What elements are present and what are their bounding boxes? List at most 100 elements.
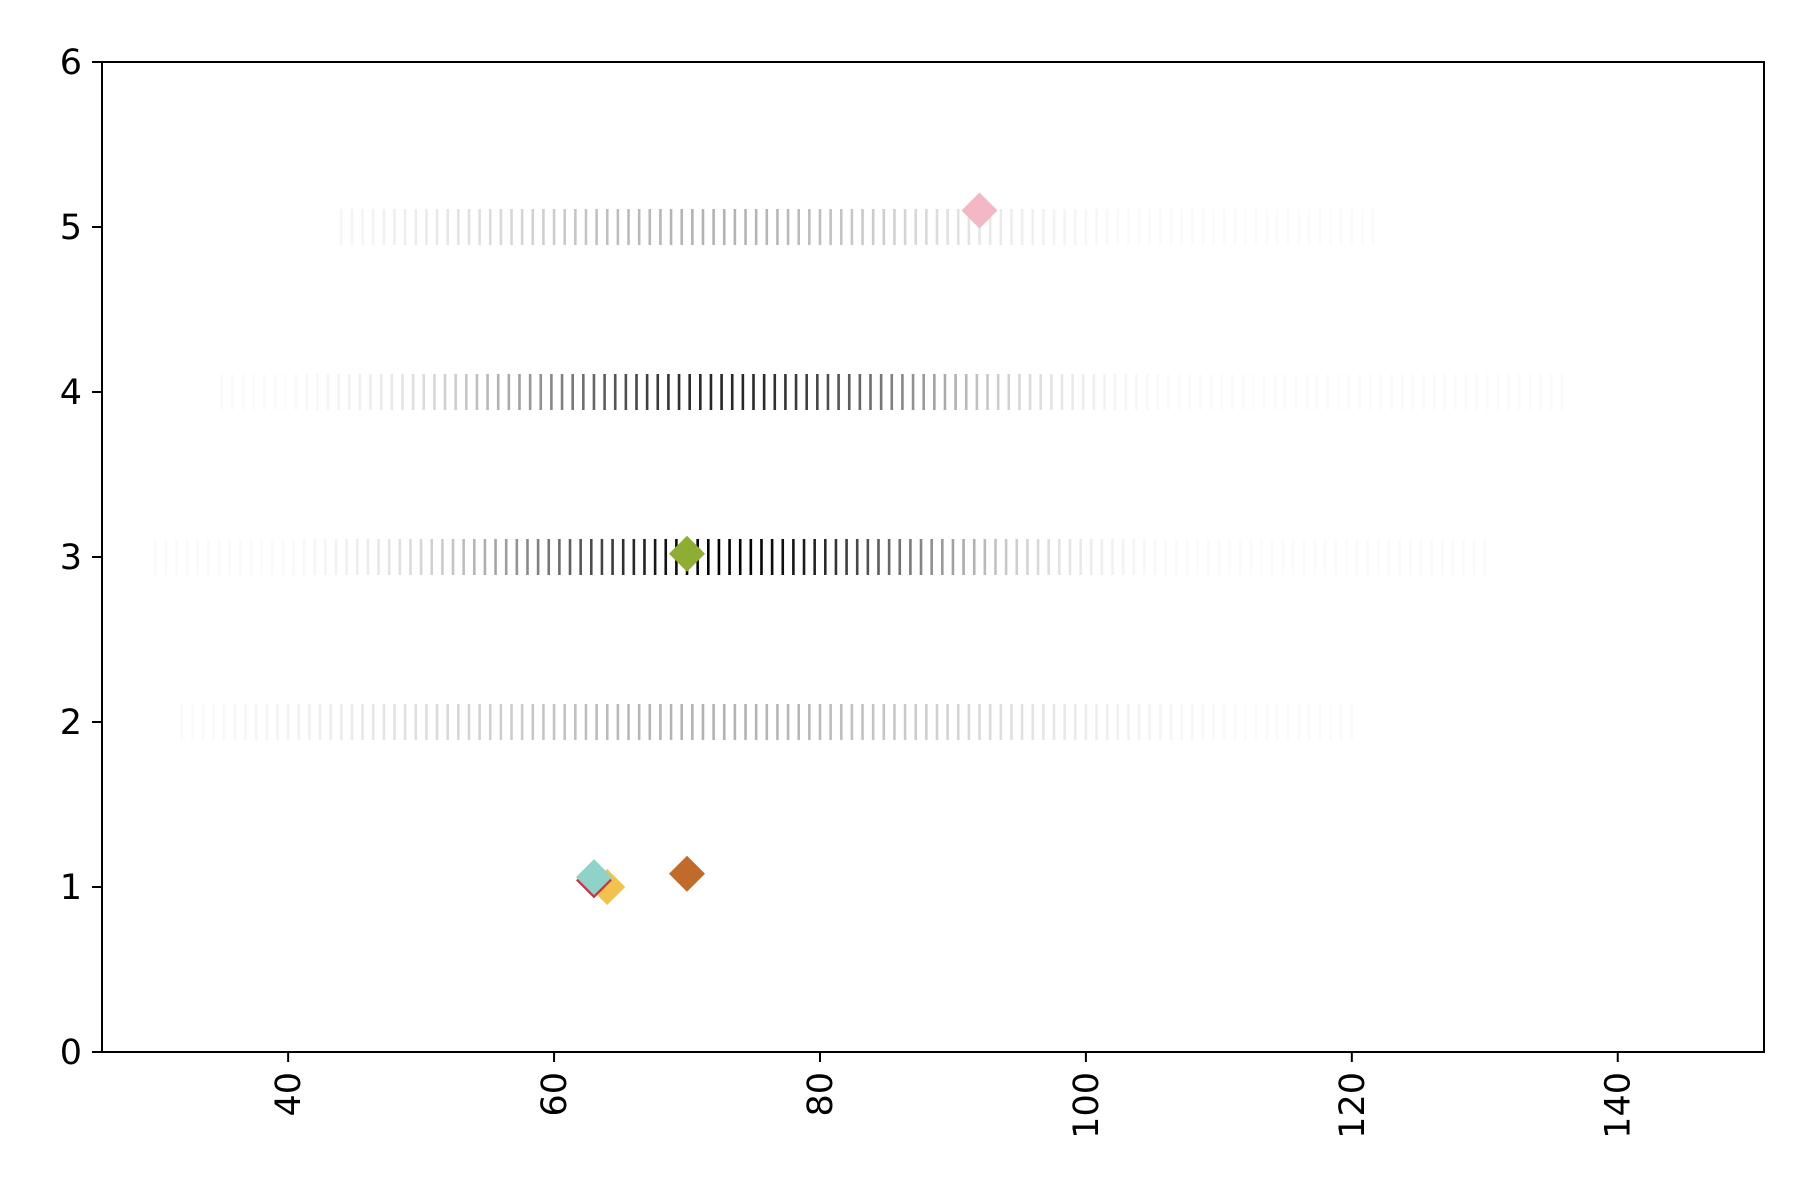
background-mark: [901, 374, 904, 410]
background-mark: [292, 539, 295, 575]
background-mark: [712, 209, 715, 245]
background-mark: [486, 374, 489, 410]
background-mark: [1401, 374, 1404, 410]
background-mark: [879, 374, 883, 410]
background-mark: [1191, 704, 1194, 740]
background-mark: [263, 374, 266, 410]
background-mark: [318, 704, 322, 740]
background-mark: [1159, 704, 1162, 740]
background-mark: [637, 704, 641, 740]
background-mark: [305, 374, 308, 410]
background-mark: [850, 209, 854, 245]
background-mark: [1430, 539, 1433, 575]
background-mark: [1135, 374, 1138, 410]
background-mark: [1372, 209, 1375, 245]
background-mark: [574, 209, 577, 245]
background-mark: [637, 209, 641, 245]
background-mark: [1106, 209, 1109, 245]
background-mark: [1132, 539, 1135, 575]
background-mark: [472, 539, 476, 575]
background-mark: [1361, 209, 1364, 245]
background-mark: [627, 704, 630, 740]
background-mark: [1255, 704, 1258, 740]
background-mark: [808, 704, 811, 740]
background-mark: [329, 704, 332, 740]
background-mark: [536, 539, 540, 575]
background-mark: [730, 374, 734, 410]
background-mark: [1050, 374, 1053, 410]
y-tick-label: 3: [60, 538, 82, 578]
background-mark: [762, 374, 766, 410]
background-mark: [1292, 539, 1295, 575]
background-mark: [550, 374, 553, 410]
background-mark: [691, 704, 694, 740]
background-mark: [1199, 374, 1202, 410]
background-mark: [510, 209, 513, 245]
background-mark: [1390, 374, 1393, 410]
background-mark: [877, 539, 880, 575]
y-tick-label: 5: [60, 208, 82, 248]
background-mark: [1068, 539, 1072, 575]
background-mark: [855, 539, 859, 575]
background-mark: [1105, 704, 1109, 740]
background-mark: [531, 209, 535, 245]
background-mark: [1146, 374, 1149, 410]
background-mark: [1095, 704, 1098, 740]
background-mark: [839, 209, 843, 245]
background-mark: [1486, 374, 1489, 410]
background-mark: [462, 539, 465, 575]
background-mark: [379, 374, 383, 410]
background-mark: [284, 374, 287, 410]
background-mark: [707, 539, 710, 575]
background-mark: [430, 539, 434, 575]
background-mark: [858, 374, 862, 410]
background-mark: [1473, 539, 1476, 575]
background-mark: [207, 539, 210, 575]
background-mark: [250, 539, 253, 575]
background-mark: [680, 704, 684, 740]
background-mark: [999, 209, 1003, 245]
background-mark: [1180, 704, 1183, 740]
background-mark: [1297, 704, 1300, 740]
background-density-layer: [196, 209, 1542, 740]
background-mark: [361, 209, 364, 245]
background-mark: [752, 374, 755, 410]
background-mark: [635, 374, 638, 410]
background-mark: [624, 374, 628, 410]
background-mark: [914, 704, 918, 740]
background-mark: [1483, 539, 1486, 575]
background-mark: [196, 539, 199, 575]
background-mark: [909, 539, 912, 575]
background-mark: [760, 539, 763, 575]
background-mark: [1103, 374, 1106, 410]
background-mark: [1539, 374, 1542, 410]
data-point-6: [961, 192, 998, 229]
background-mark: [816, 374, 819, 410]
background-mark: [996, 374, 1000, 410]
background-mark: [988, 209, 992, 245]
background-mark: [1316, 374, 1319, 410]
background-mark: [1444, 374, 1447, 410]
background-mark: [1167, 374, 1170, 410]
background-mark: [499, 704, 503, 740]
background-mark: [435, 704, 439, 740]
background-mark: [483, 539, 487, 575]
background-mark: [1441, 539, 1444, 575]
background-mark: [986, 374, 989, 410]
background-mark: [890, 374, 894, 410]
background-mark: [1058, 539, 1061, 575]
background-mark: [1223, 209, 1226, 245]
background-mark: [398, 539, 402, 575]
background-mark: [733, 209, 737, 245]
background-mark: [925, 209, 928, 245]
background-mark: [1297, 209, 1300, 245]
background-mark: [956, 704, 960, 740]
background-mark: [589, 539, 593, 575]
background-mark: [794, 374, 798, 410]
background-mark: [861, 209, 864, 245]
background-mark: [1348, 374, 1351, 410]
background-mark: [1212, 704, 1215, 740]
background-mark: [951, 539, 955, 575]
background-mark: [595, 704, 598, 740]
